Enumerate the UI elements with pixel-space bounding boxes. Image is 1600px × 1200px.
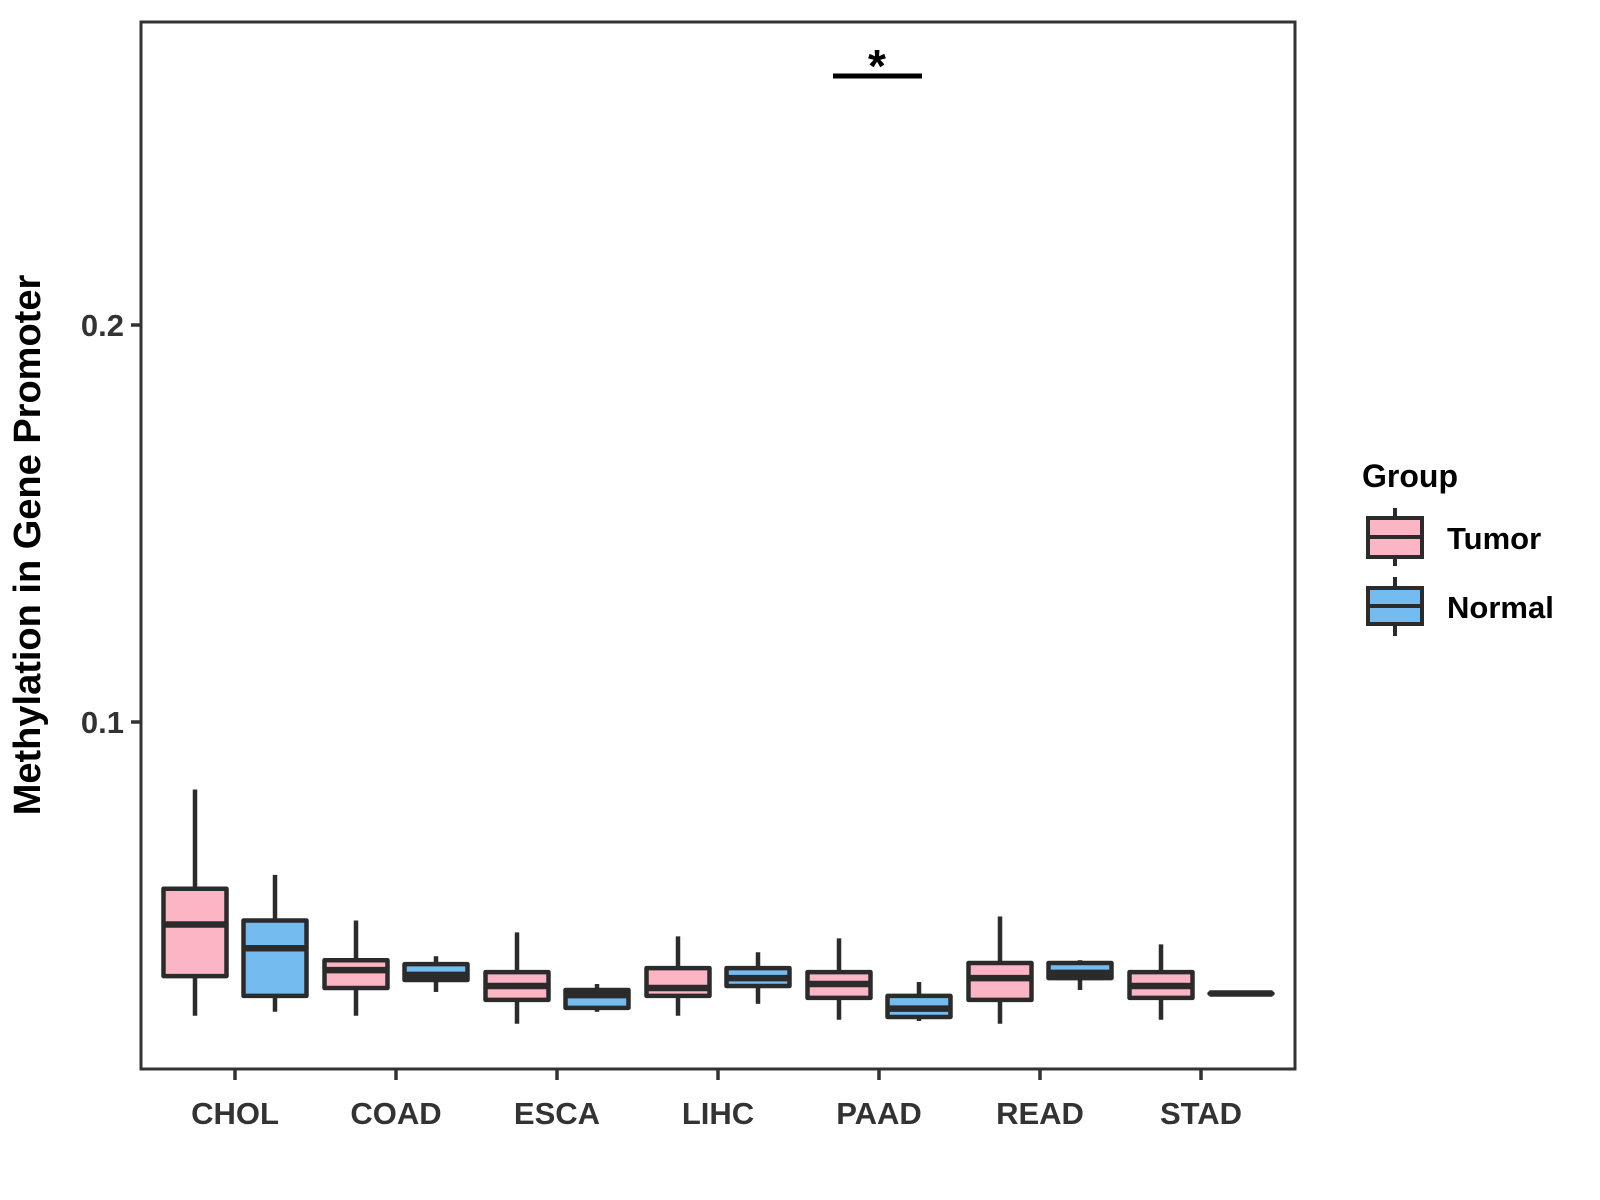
significance-star: * xyxy=(868,40,886,92)
box-paad-normal xyxy=(885,982,953,1021)
x-label-stad: STAD xyxy=(1160,1096,1242,1131)
x-label-paad: PAAD xyxy=(836,1096,922,1131)
legend: Group Tumor Normal xyxy=(1362,458,1554,636)
x-label-read: READ xyxy=(996,1096,1084,1131)
box-coad-tumor xyxy=(322,920,390,1016)
box-lihc-normal xyxy=(724,952,792,1004)
x-axis: CHOL COAD ESCA LIHC PAAD READ STAD xyxy=(191,1069,1242,1131)
box-paad-tumor xyxy=(805,938,873,1020)
legend-entry-normal: Normal xyxy=(1366,577,1554,636)
y-axis: 0.2 0.1 Methylation in Gene Promoter xyxy=(7,275,141,816)
iqr-box xyxy=(322,957,390,991)
significance-annotation: * xyxy=(833,40,922,92)
plot-panel-border xyxy=(139,20,1297,1071)
legend-entry-tumor: Tumor xyxy=(1366,508,1541,566)
box-read-normal xyxy=(1046,960,1114,990)
iqr-box xyxy=(644,965,712,999)
box-chol-normal xyxy=(241,874,309,1012)
box-chol-tumor xyxy=(161,789,229,1016)
y-tick-label-0-1: 0.1 xyxy=(81,705,124,740)
x-label-chol: CHOL xyxy=(191,1096,279,1131)
boxplot-series xyxy=(161,789,1275,1024)
x-label-lihc: LIHC xyxy=(682,1096,754,1131)
box-read-tumor xyxy=(966,916,1034,1024)
iqr-box xyxy=(161,886,229,979)
legend-label-normal: Normal xyxy=(1447,590,1554,625)
box-lihc-tumor xyxy=(644,936,712,1016)
box-coad-normal xyxy=(402,956,470,992)
iqr-box xyxy=(966,960,1034,1003)
y-tick-label-0-2: 0.2 xyxy=(81,308,124,343)
y-axis-title: Methylation in Gene Promoter xyxy=(7,275,49,816)
legend-title: Group xyxy=(1362,458,1458,494)
box-esca-tumor xyxy=(483,932,551,1024)
x-label-coad: COAD xyxy=(350,1096,441,1131)
box-stad-tumor xyxy=(1127,944,1195,1020)
x-label-esca: ESCA xyxy=(514,1096,600,1131)
box-esca-normal xyxy=(563,984,631,1012)
legend-label-tumor: Tumor xyxy=(1447,521,1541,556)
iqr-box xyxy=(241,918,309,999)
